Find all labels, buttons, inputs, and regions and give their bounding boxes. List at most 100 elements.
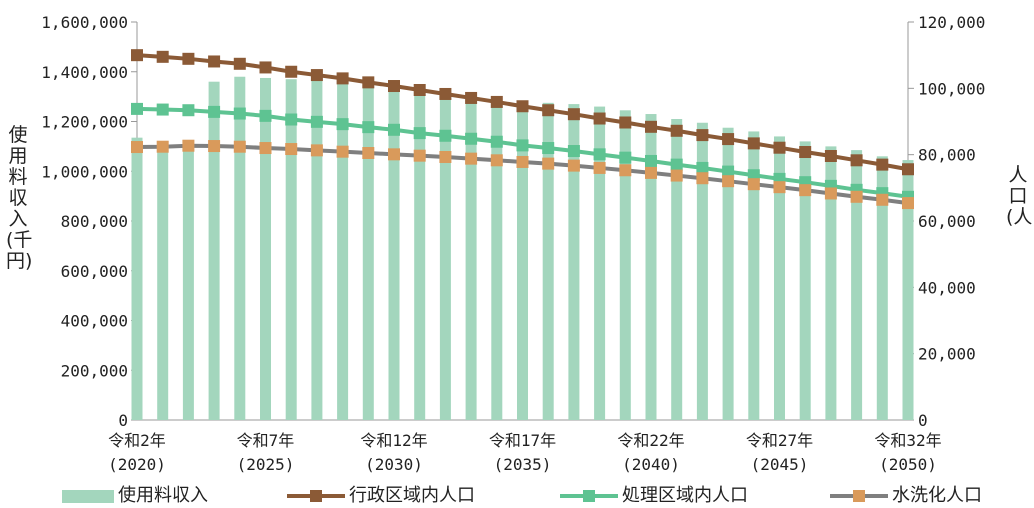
series-point [670, 124, 683, 137]
x-tick-label: 令和7年 [237, 431, 295, 450]
series-point [593, 148, 606, 161]
bar [157, 146, 169, 420]
legend-item-flush-toilet-population: 水洗化人口 [830, 484, 982, 508]
x-tick-label: 令和17年 [489, 431, 556, 450]
bar [542, 102, 554, 420]
bar [285, 79, 297, 421]
legend-swatch-line [830, 489, 888, 503]
series-point [516, 100, 529, 113]
series-point [747, 178, 760, 191]
bar [465, 96, 477, 420]
series-point [259, 61, 272, 74]
series-point [285, 113, 298, 126]
x-tick-label: 令和22年 [617, 431, 684, 450]
series-point [156, 50, 169, 63]
series-point [516, 139, 529, 152]
series-point [131, 141, 143, 154]
series-point [465, 152, 478, 165]
bar [619, 110, 631, 421]
y-tick-right-label: 40,000 [918, 278, 976, 297]
series-point [722, 175, 735, 188]
bar [696, 122, 708, 421]
x-tick-year-label: (2020) [108, 455, 166, 474]
series-point [824, 187, 837, 200]
series-point [208, 105, 221, 118]
bar [337, 82, 349, 420]
x-tick-year-label: (2035) [494, 455, 552, 474]
bar [876, 156, 888, 420]
series-point [362, 147, 375, 160]
series-point [362, 76, 375, 89]
x-tick-label: 令和27年 [746, 431, 813, 450]
series-point [233, 140, 246, 153]
legend-item-treatment-area-population: 処理区域内人口 [560, 484, 748, 508]
chart-canvas: 0 200,000 400,000 600,000 800,000 1,000,000 1,… [41, 13, 985, 474]
series-point [310, 69, 323, 82]
series-point [670, 169, 683, 182]
legend: 使用料収入 行政区域内人口 処理区域内人口 水洗化人口 [0, 484, 1034, 508]
series-point [388, 80, 400, 93]
bar [362, 85, 374, 421]
series-point [799, 184, 812, 197]
series-point [542, 157, 555, 170]
bar [722, 127, 734, 420]
series-point [490, 135, 503, 148]
series-point [645, 166, 657, 179]
series-point [773, 181, 786, 194]
series-point [593, 161, 606, 174]
series-point [259, 109, 272, 122]
series-point [208, 140, 221, 153]
series-point [850, 154, 863, 167]
y-tick-left-label: 1,600,000 [41, 13, 128, 32]
y-tick-right-label: 0 [918, 411, 928, 430]
series-point [696, 129, 709, 142]
series-point [465, 91, 478, 104]
bar [851, 150, 863, 420]
series-point [259, 142, 272, 155]
series-point [490, 154, 503, 167]
series-point [285, 143, 298, 156]
bar [671, 119, 683, 420]
legend-swatch-bar [62, 489, 114, 503]
bar [902, 160, 914, 420]
series-point [722, 165, 735, 178]
series-point [747, 137, 760, 150]
series-point [285, 65, 298, 78]
series-point [336, 72, 349, 85]
bar [414, 90, 426, 420]
legend-label: 処理区域内人口 [622, 485, 748, 506]
series-point [388, 148, 400, 161]
bar [748, 131, 760, 420]
series-point [619, 116, 632, 129]
series-point [619, 151, 632, 164]
y-tick-right-label: 120,000 [918, 13, 985, 32]
bar [491, 99, 503, 421]
x-tick-year-label: (2050) [879, 455, 937, 474]
y-tick-left-label: 1,200,000 [41, 113, 128, 132]
y-tick-left-label: 600,000 [61, 262, 128, 281]
series-point [824, 149, 837, 162]
series-point [542, 104, 555, 117]
series-point [490, 95, 503, 108]
series-point [336, 118, 349, 131]
series-point [310, 144, 323, 157]
series-point [542, 142, 555, 155]
legend-label: 行政区域内人口 [349, 485, 475, 506]
x-tick-year-label: (2045) [751, 455, 809, 474]
y-tick-left-label: 400,000 [61, 312, 128, 331]
series-point [696, 161, 709, 174]
x-tick-year-label: (2040) [622, 455, 680, 474]
series-point [696, 172, 709, 185]
series-point [567, 108, 580, 121]
series-point [902, 163, 914, 176]
series-point [413, 149, 426, 162]
legend-item-admin-area-population: 行政区域内人口 [287, 484, 475, 508]
bar [131, 137, 143, 420]
x-tick-label: 令和2年 [108, 431, 166, 450]
series-point [413, 127, 426, 140]
series-point [567, 159, 580, 172]
series-point [182, 104, 195, 117]
bar [234, 76, 246, 420]
bar [825, 146, 837, 420]
bar [594, 106, 606, 420]
